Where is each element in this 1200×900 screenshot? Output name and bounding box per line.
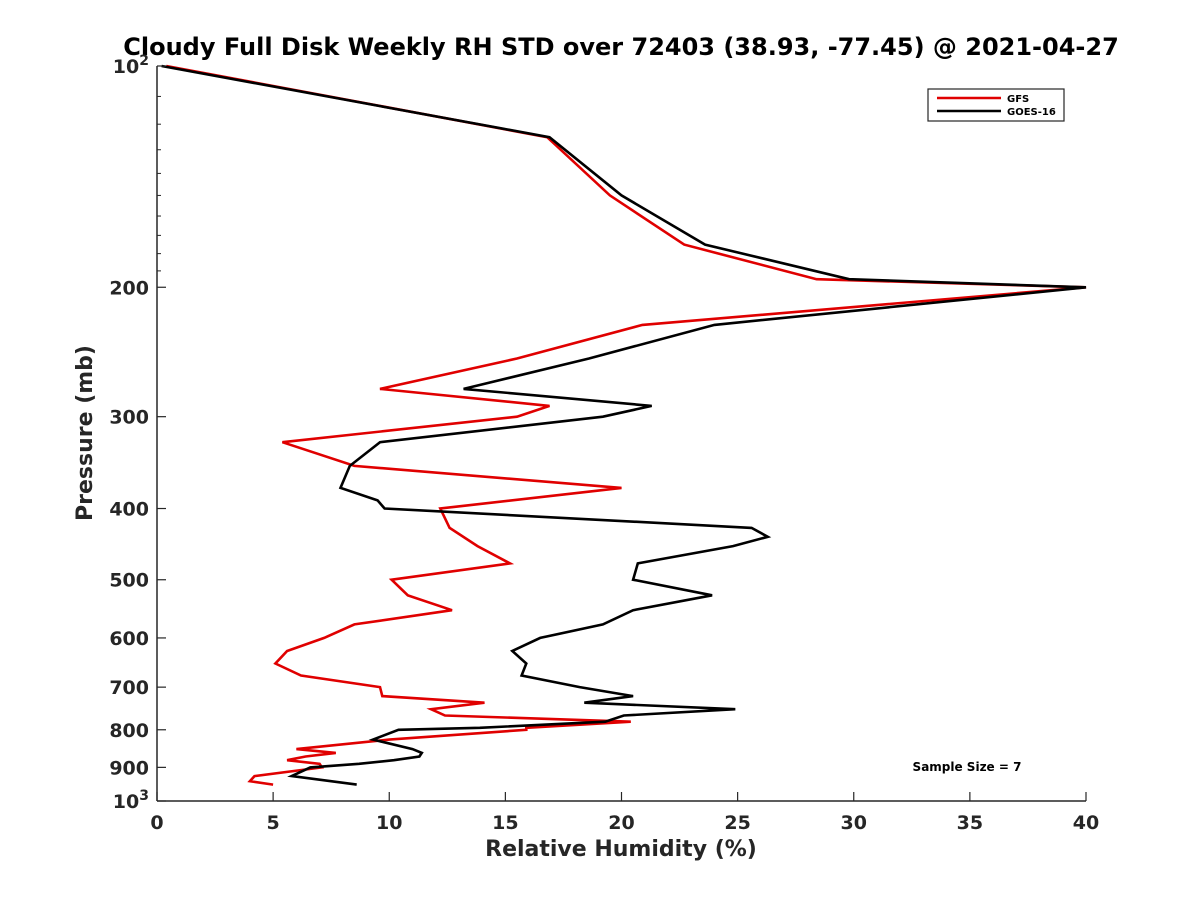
x-tick-label: 0 xyxy=(150,812,163,834)
y-tick-label: 500 xyxy=(109,570,149,592)
y-ticks: 102 200 300 400 500 600 700 800 900 103 xyxy=(109,53,166,813)
y-tick-label: 800 xyxy=(109,720,149,742)
chart-title: Cloudy Full Disk Weekly RH STD over 7240… xyxy=(123,33,1119,61)
y-tick-label: 200 xyxy=(109,277,149,299)
series-line-goes16 xyxy=(161,64,1087,786)
y-tick-label: 400 xyxy=(109,499,149,521)
y-tick-label: 700 xyxy=(109,677,149,699)
x-tick-label: 10 xyxy=(376,812,402,834)
x-tick-label: 5 xyxy=(267,812,280,834)
y-axis-label: Pressure (mb) xyxy=(73,345,98,521)
legend-label-goes16: GOES-16 xyxy=(1007,107,1056,118)
y-tick-label: 600 xyxy=(109,628,149,650)
sample-size-annotation: Sample Size = 7 xyxy=(913,760,1022,774)
x-tick-label: 15 xyxy=(492,812,518,834)
y-tick-label: 900 xyxy=(109,757,149,779)
plot-area xyxy=(157,66,1086,801)
x-tick-label: 35 xyxy=(957,812,983,834)
x-axis-label: Relative Humidity (%) xyxy=(485,837,757,862)
x-tick-label: 40 xyxy=(1073,812,1099,834)
y-tick-label: 102 xyxy=(113,53,149,78)
x-tick-label: 20 xyxy=(608,812,634,834)
x-tick-label: 25 xyxy=(724,812,750,834)
legend-box xyxy=(927,88,1065,122)
x-tick-label: 30 xyxy=(841,812,867,834)
y-tick-label: 103 xyxy=(113,788,149,813)
series-line-gfs xyxy=(166,64,1087,786)
x-ticks: 0 5 10 15 20 25 30 35 40 xyxy=(150,792,1099,834)
legend: GFS GOES-16 xyxy=(927,88,1065,122)
legend-label-gfs: GFS xyxy=(1007,94,1029,105)
y-tick-label: 300 xyxy=(109,407,149,429)
series-layer xyxy=(161,64,1087,786)
